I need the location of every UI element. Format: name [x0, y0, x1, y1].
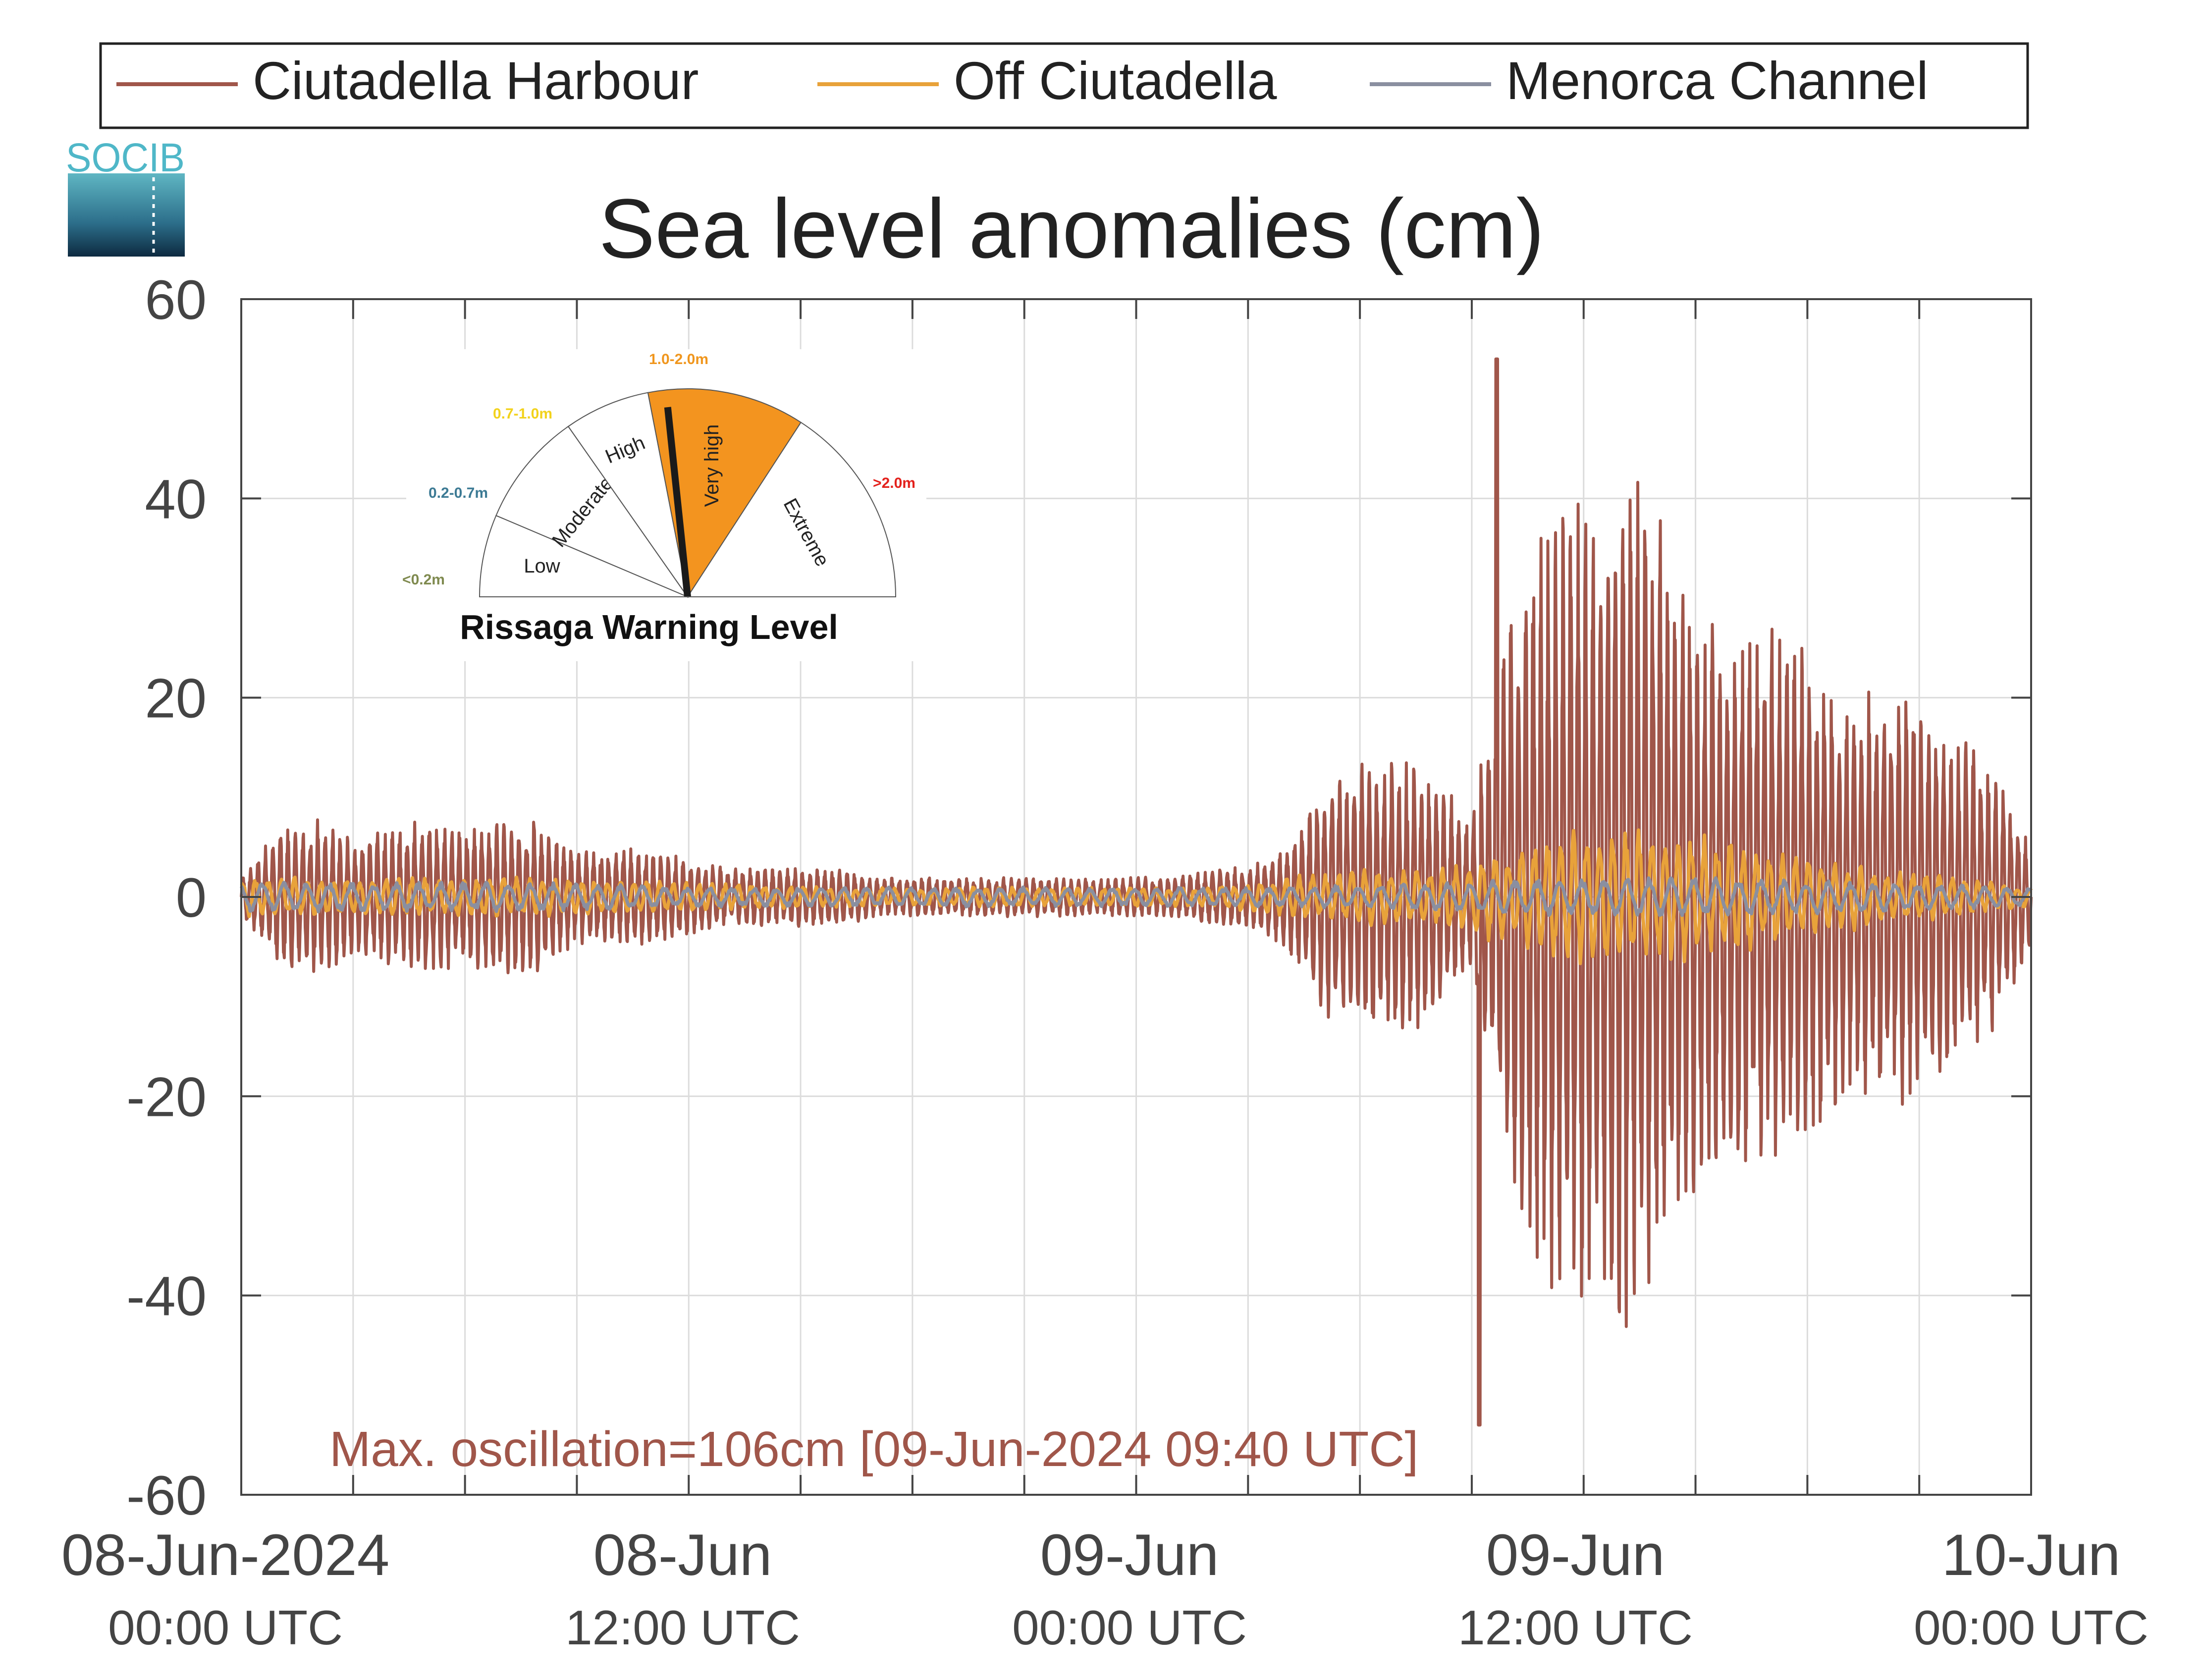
gauge-range-label: 0.7-1.0m — [493, 406, 552, 422]
x-tick-label: 09-Jun — [1040, 1522, 1219, 1588]
x-tick-label: 10-Jun — [1942, 1522, 2121, 1588]
gauge-range-label: >2.0m — [873, 475, 915, 491]
socib-logo-text: SOCIB — [66, 135, 185, 180]
legend-label-menorca-channel: Menorca Channel — [1506, 51, 1929, 110]
socib-logo-block — [68, 173, 185, 257]
x-tick-sublabel: 12:00 UTC — [1458, 1600, 1693, 1655]
x-tick-sublabel: 12:00 UTC — [565, 1600, 800, 1655]
x-tick-label: 08-Jun — [593, 1522, 772, 1588]
gauge-level-label: Low — [524, 555, 560, 577]
rissaga-gauge: Low<0.2mModerate0.2-0.7mHigh0.7-1.0mVery… — [402, 349, 926, 661]
gauge-range-label: <0.2m — [402, 572, 445, 588]
gauge-needle — [664, 407, 691, 597]
y-tick-label: 40 — [145, 468, 207, 530]
y-tick-label: 60 — [145, 269, 207, 331]
chart-title: Sea level anomalies (cm) — [599, 182, 1545, 276]
legend-label-off-ciutadella: Off Ciutadella — [954, 51, 1277, 110]
y-tick-label: -20 — [126, 1066, 207, 1128]
gauge-sector-moderate — [495, 425, 689, 598]
gauge-level-label: Very high — [701, 424, 723, 507]
legend-box — [99, 42, 2029, 129]
legend: Ciutadella Harbour Off Ciutadella Menorc… — [99, 42, 2029, 129]
x-tick-label: 08-Jun-2024 — [61, 1522, 390, 1588]
gauge-sector-very-high — [647, 388, 802, 598]
x-tick-label: 09-Jun — [1486, 1522, 1665, 1588]
max-oscillation-annotation: Max. oscillation=106cm [09-Jun-2024 09:4… — [329, 1421, 1418, 1477]
legend-label-ciutadella-harbour: Ciutadella Harbour — [253, 51, 699, 110]
gauge-sector-extreme — [687, 421, 897, 597]
series-line-menorca-channel — [239, 876, 2032, 917]
series-line-off-ciutadella — [240, 828, 2033, 965]
series-group — [239, 357, 2033, 1427]
socib-logo: SOCIB — [66, 135, 185, 257]
gauge-range-label: 0.2-0.7m — [429, 485, 488, 501]
y-tick-label: -40 — [126, 1265, 207, 1327]
x-tick-sublabel: 00:00 UTC — [1914, 1600, 2149, 1655]
gauge-title: Rissaga Warning Level — [460, 608, 838, 646]
x-tick-sublabel: 00:00 UTC — [1012, 1600, 1247, 1655]
x-tick-sublabel: 00:00 UTC — [108, 1600, 343, 1655]
gauge-range-label: 1.0-2.0m — [649, 351, 708, 368]
gauge-sector-low — [479, 515, 688, 597]
y-tick-label: -60 — [126, 1465, 207, 1526]
y-tick-label: 0 — [176, 867, 207, 929]
y-tick-label: 20 — [145, 668, 207, 730]
